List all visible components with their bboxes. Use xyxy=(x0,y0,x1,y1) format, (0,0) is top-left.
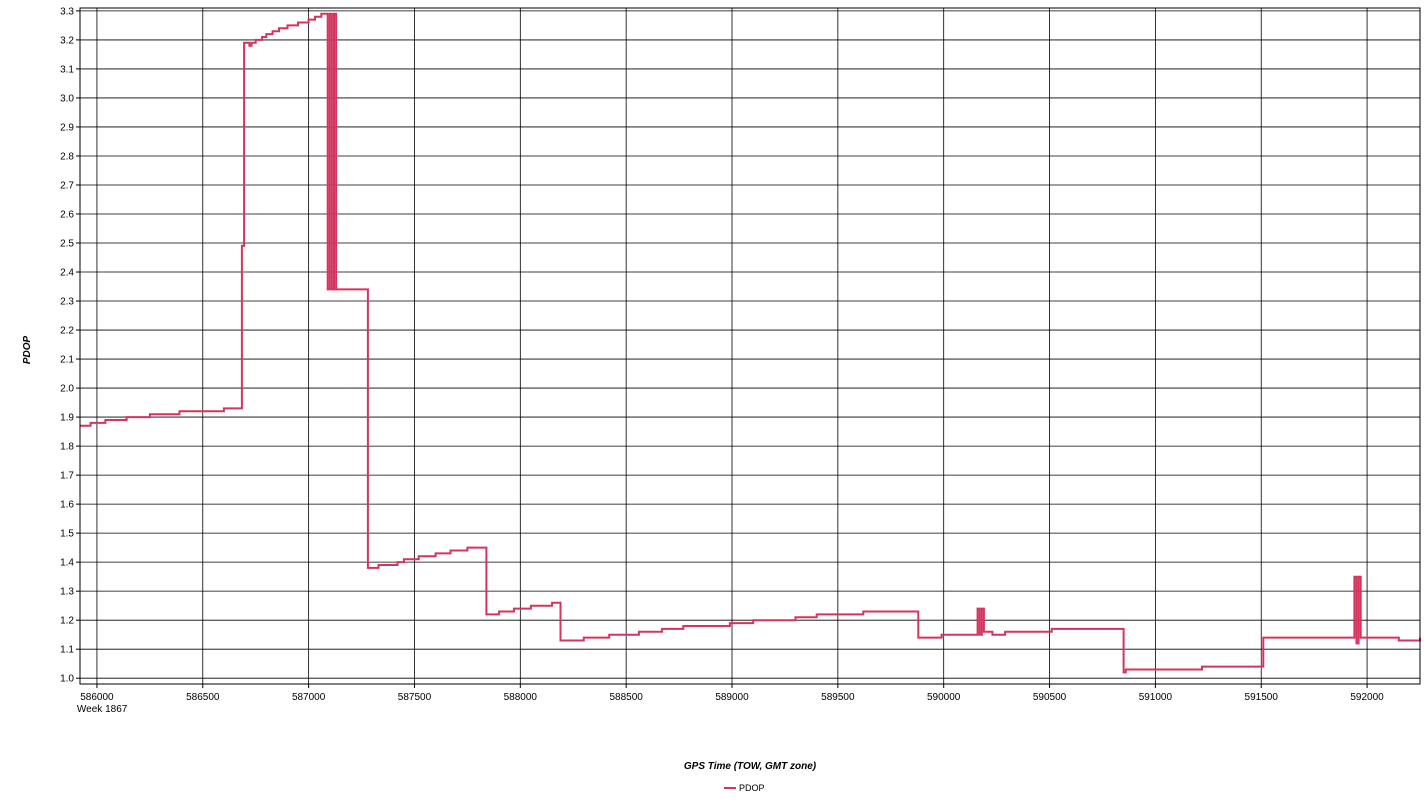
x-tick-label: 588500 xyxy=(609,692,643,703)
y-tick-label: 2.0 xyxy=(60,384,74,395)
x-tick-label: 587000 xyxy=(292,692,326,703)
y-tick-label: 2.7 xyxy=(60,180,74,191)
grid xyxy=(80,8,1420,684)
y-tick-label: 3.3 xyxy=(60,6,74,17)
y-tick-label: 3.0 xyxy=(60,93,74,104)
y-tick-label: 1.4 xyxy=(60,558,74,569)
series-line-pdop xyxy=(80,12,1421,674)
y-tick-label: 1.6 xyxy=(60,500,74,511)
y-tick-label: 1.8 xyxy=(60,442,74,453)
plot-frame xyxy=(79,7,1421,685)
y-tick-label: 2.5 xyxy=(60,239,74,250)
y-tick-label: 1.0 xyxy=(60,674,74,685)
x-tick-label: 591000 xyxy=(1139,692,1173,703)
x-tick-label: 591500 xyxy=(1245,692,1279,703)
x-tick-label: 586500 xyxy=(186,692,220,703)
x-axis-title: GPS Time (TOW, GMT zone) xyxy=(684,761,817,772)
x-tick-label: 589000 xyxy=(715,692,749,703)
y-tick-label: 3.1 xyxy=(60,64,74,75)
y-tick-label: 2.1 xyxy=(60,355,74,366)
y-tick-label: 1.5 xyxy=(60,529,74,540)
y-tick-label: 2.3 xyxy=(60,297,74,308)
y-tick-label: 1.7 xyxy=(60,471,74,482)
x-tick-sublabel: Week 1867 xyxy=(77,704,128,715)
y-tick-label: 2.6 xyxy=(60,209,74,220)
y-tick-label: 2.2 xyxy=(60,326,74,337)
x-tick-label: 589500 xyxy=(821,692,855,703)
y-tick-label: 3.2 xyxy=(60,35,74,46)
x-tick-label: 590500 xyxy=(1033,692,1067,703)
y-tick-label: 2.4 xyxy=(60,268,74,279)
y-tick-label: 1.1 xyxy=(60,645,74,656)
y-tick-label: 2.9 xyxy=(60,122,74,133)
y-tick-label: 2.8 xyxy=(60,151,74,162)
y-tick-label: 1.9 xyxy=(60,413,74,424)
y-tick-label: 1.2 xyxy=(60,616,74,627)
legend: PDOP xyxy=(724,783,765,793)
x-tick-label: 588000 xyxy=(504,692,538,703)
y-axis-title: PDOP xyxy=(22,336,33,365)
y-tick-label: 1.3 xyxy=(60,587,74,598)
x-tick-label: 587500 xyxy=(398,692,432,703)
y-axis-ticks: 1.0 1.1 1.2 1.3 1.4 1.5 1.6 1.7 1.8 1.9 2.0 2.1 2.2 2… xyxy=(60,6,80,685)
x-tick-label: 590000 xyxy=(927,692,961,703)
legend-label-pdop: PDOP xyxy=(739,783,765,793)
x-tick-label: 592000 xyxy=(1350,692,1384,703)
x-tick-label: 586000 xyxy=(80,692,114,703)
series-layer xyxy=(80,12,1421,674)
